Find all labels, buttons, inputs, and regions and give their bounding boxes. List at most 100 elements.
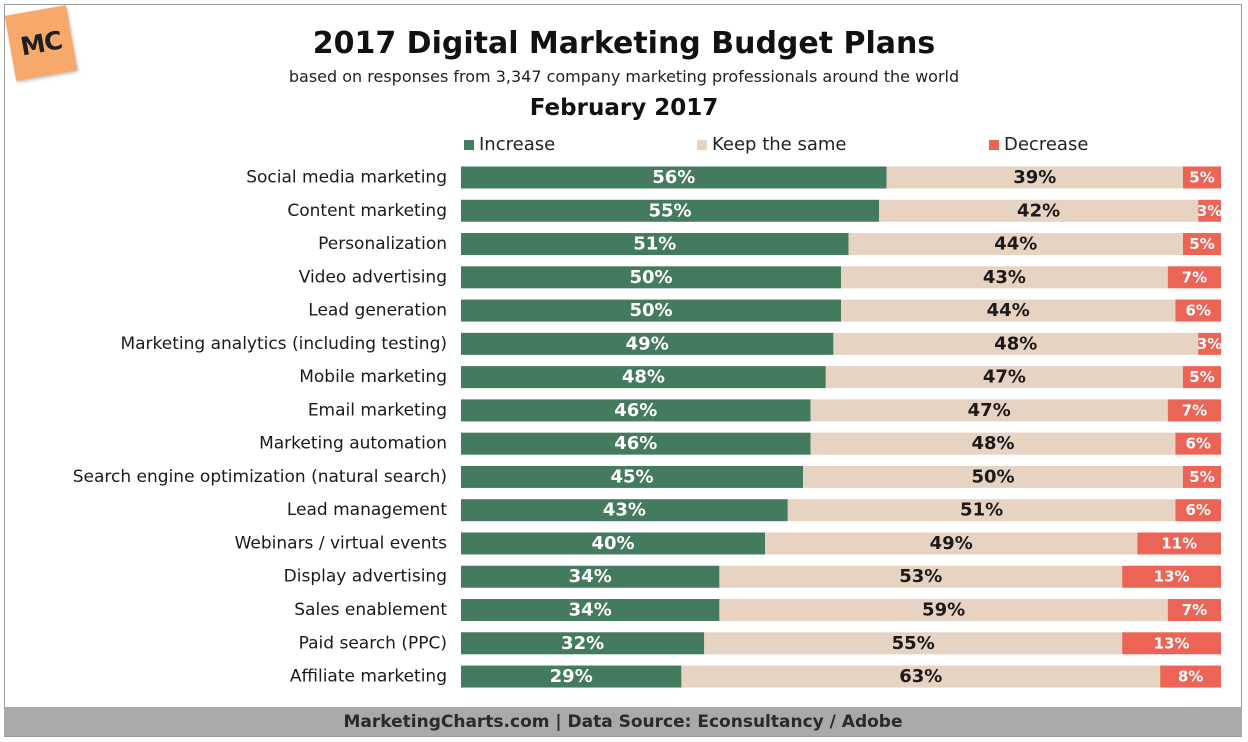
data-label-keep: 48% (994, 333, 1037, 354)
category-label: Personalization (318, 234, 447, 254)
bar-keep (681, 665, 1161, 688)
data-label-keep: 63% (899, 666, 942, 687)
bar-keep (810, 432, 1176, 455)
data-label-keep: 47% (983, 367, 1026, 388)
bar-increase (461, 632, 705, 655)
data-label-increase: 32% (561, 633, 604, 654)
chart-date: February 2017 (529, 95, 719, 121)
data-label-increase: 48% (622, 367, 665, 388)
bar-decrease (1183, 166, 1221, 189)
bar-keep (886, 166, 1183, 189)
legend-keep: Keep the same (697, 134, 846, 155)
data-label-keep: 51% (960, 500, 1003, 521)
category-label: Marketing analytics (including testing) (120, 334, 447, 354)
category-label: Search engine optimization (natural sear… (73, 467, 447, 487)
data-label-decrease: 7% (1182, 601, 1207, 619)
bar-decrease (1183, 233, 1221, 256)
bar-increase (461, 565, 720, 588)
bar-keep (879, 199, 1199, 222)
bar-increase (461, 465, 803, 488)
data-label-decrease: 13% (1154, 634, 1190, 652)
data-label-keep: 55% (892, 633, 935, 654)
data-label-increase: 49% (626, 333, 669, 354)
data-label-keep: 47% (968, 400, 1011, 421)
data-label-keep: 43% (983, 267, 1026, 288)
bar-keep (841, 299, 1176, 322)
chart-title: 2017 Digital Marketing Budget Plans (312, 26, 936, 61)
legend-increase: Increase (464, 134, 555, 155)
bar-decrease (1175, 432, 1221, 455)
bar-keep (825, 366, 1183, 389)
bar-keep (810, 399, 1168, 422)
bar-increase (461, 399, 811, 422)
category-label: Display advertising (284, 567, 447, 587)
category-label: Affiliate marketing (290, 667, 447, 687)
data-label-keep: 50% (971, 466, 1014, 487)
data-label-decrease: 5% (1189, 235, 1214, 253)
data-label-decrease: 13% (1154, 568, 1190, 586)
bar-decrease (1167, 266, 1221, 289)
bar-keep (833, 332, 1199, 355)
bar-increase (461, 332, 834, 355)
bar-keep (787, 499, 1176, 522)
bar-keep (719, 599, 1168, 622)
data-label-keep: 48% (971, 433, 1014, 454)
legend-label-increase: Increase (479, 134, 556, 155)
data-label-increase: 50% (629, 300, 672, 321)
data-label-decrease: 3% (1197, 202, 1222, 220)
data-label-decrease: 11% (1161, 534, 1197, 552)
data-label-decrease: 3% (1197, 335, 1222, 353)
category-label: Lead management (287, 500, 447, 520)
bar-keep (719, 565, 1123, 588)
data-label-keep: 53% (899, 566, 942, 587)
footer-source: MarketingCharts.com | Data Source: Econs… (4, 707, 1242, 736)
category-label: Lead generation (308, 301, 447, 321)
data-label-decrease: 6% (1185, 501, 1210, 519)
data-label-increase: 56% (652, 167, 695, 188)
bar-keep (803, 465, 1183, 488)
data-label-increase: 46% (614, 400, 657, 421)
data-label-increase: 34% (569, 566, 612, 587)
bar-decrease (1160, 665, 1221, 688)
data-label-keep: 44% (994, 234, 1037, 255)
bar-decrease (1198, 199, 1221, 222)
bar-increase (461, 499, 788, 522)
legend-swatch-keep (697, 139, 707, 150)
bar-increase (461, 266, 841, 289)
bar-decrease (1167, 599, 1221, 622)
bar-increase (461, 432, 811, 455)
bar-keep (765, 532, 1138, 555)
bar-increase (461, 366, 826, 389)
data-label-decrease: 5% (1189, 368, 1214, 386)
data-label-keep: 39% (1013, 167, 1056, 188)
data-label-increase: 50% (629, 267, 672, 288)
data-label-increase: 55% (648, 200, 691, 221)
data-label-increase: 40% (591, 533, 634, 554)
bar-increase (461, 599, 720, 622)
legend-swatch-increase (464, 139, 474, 150)
category-label: Sales enablement (294, 600, 447, 620)
bar-decrease (1183, 366, 1221, 389)
bar-decrease (1122, 632, 1221, 655)
bar-increase (461, 199, 879, 222)
data-label-keep: 49% (930, 533, 973, 554)
data-label-keep: 42% (1017, 200, 1060, 221)
data-label-increase: 43% (603, 500, 646, 521)
legend-label-decrease: Decrease (1004, 134, 1089, 155)
bar-decrease (1137, 532, 1221, 555)
data-label-decrease: 5% (1189, 169, 1214, 187)
bar-increase (461, 299, 841, 322)
category-label: Video advertising (299, 267, 447, 287)
data-label-decrease: 5% (1189, 468, 1214, 486)
data-label-decrease: 6% (1185, 435, 1210, 453)
category-label: Webinars / virtual events (235, 533, 448, 553)
bar-keep (704, 632, 1123, 655)
category-label: Content marketing (287, 201, 447, 221)
data-label-increase: 45% (610, 466, 653, 487)
bar-increase (461, 665, 682, 688)
bar-decrease (1175, 499, 1221, 522)
data-label-increase: 29% (550, 666, 593, 687)
bar-increase (461, 166, 887, 189)
legend-swatch-decrease (989, 139, 999, 150)
